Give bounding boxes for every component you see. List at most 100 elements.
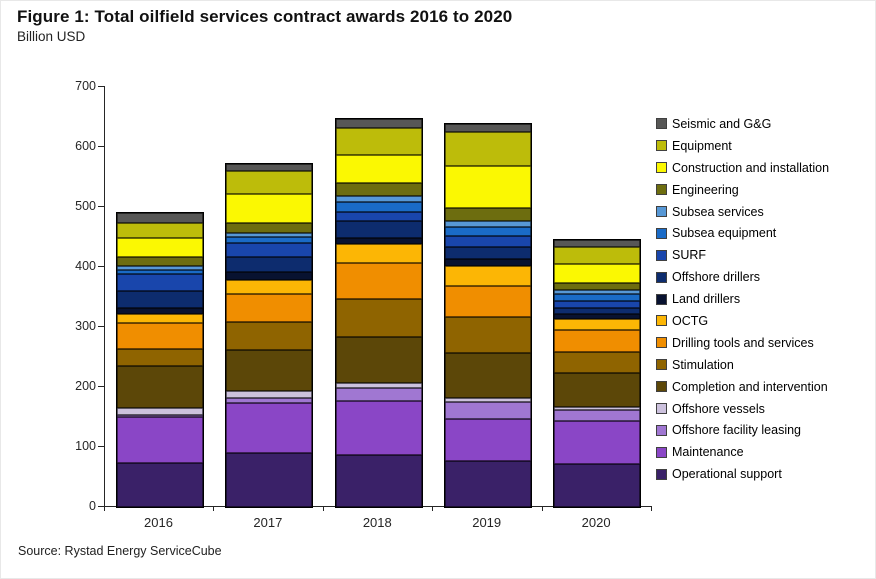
legend-item-label: Offshore drillers: [672, 270, 760, 285]
bar-segment: [226, 257, 313, 273]
y-tick-label: 600: [75, 139, 96, 153]
bar-2020: [553, 239, 642, 508]
bar-segment: [554, 283, 641, 290]
bar-2018: [334, 118, 423, 508]
legend-item: Offshore vessels: [656, 398, 829, 420]
x-category-label: 2020: [581, 515, 611, 530]
legend-item-label: OCTG: [672, 313, 709, 328]
x-tick-mark: [651, 506, 652, 511]
bar-segment: [335, 262, 422, 299]
bar-segment: [444, 246, 531, 259]
bar-segment: [335, 195, 422, 203]
bar-segment: [116, 307, 203, 314]
legend-item-label: Maintenance: [672, 445, 744, 460]
bar-segment: [226, 403, 313, 453]
bar-segment: [554, 318, 641, 331]
bar-segment: [335, 237, 422, 245]
figure-subtitle: Billion USD: [17, 29, 86, 44]
bar-segment: [116, 274, 203, 292]
legend-item-label: SURF: [672, 248, 707, 263]
bar-segment: [554, 294, 641, 301]
y-tick-label: 300: [75, 319, 96, 333]
legend-item-label: Subsea equipment: [672, 226, 777, 241]
bar-segment: [226, 294, 313, 322]
bar-segment: [226, 232, 313, 238]
legend-item: OCTG: [656, 310, 829, 332]
legend-swatch-icon: [656, 184, 667, 196]
legend-item: Drilling tools and services: [656, 332, 829, 354]
bar-segment: [444, 352, 531, 398]
bar-segment: [335, 119, 422, 129]
bar-segment: [226, 272, 313, 281]
legend-item-label: Operational support: [672, 467, 782, 482]
bar-segment: [116, 322, 203, 350]
bar-segment: [335, 455, 422, 507]
bar-segment: [116, 417, 203, 464]
bar-segment: [444, 132, 531, 166]
legend-swatch-icon: [656, 446, 667, 458]
bar-segment: [554, 264, 641, 284]
bar-segment: [116, 349, 203, 367]
bar-segment: [335, 298, 422, 337]
x-category-label: 2018: [362, 515, 392, 530]
bar-segment: [116, 291, 203, 308]
legend-swatch-icon: [656, 206, 667, 217]
legend-swatch-icon: [656, 381, 667, 393]
x-tick-mark: [432, 506, 434, 511]
bar-segment: [444, 123, 531, 133]
bar-segment: [444, 220, 531, 227]
legend-item-label: Equipment: [672, 138, 732, 153]
legend-swatch-icon: [656, 162, 667, 174]
bar-segment: [554, 240, 641, 248]
y-tick-label: 0: [89, 499, 96, 513]
bar-segment: [554, 351, 641, 373]
bar-segment: [226, 321, 313, 351]
bar-segment: [444, 402, 531, 420]
bar-segment: [226, 280, 313, 295]
x-tick-mark: [322, 506, 324, 511]
x-category-label: 2016: [144, 515, 173, 530]
legend-item: SURF: [656, 244, 829, 266]
y-tick-mark: [98, 506, 104, 507]
y-tick-mark: [98, 86, 104, 87]
legend-item: Land drillers: [656, 288, 829, 310]
legend-swatch-icon: [656, 249, 667, 261]
bar-segment: [444, 317, 531, 353]
bar-segment: [226, 237, 313, 244]
y-axis-line: [104, 86, 105, 506]
bar-segment: [444, 285, 531, 318]
bar-segment: [226, 164, 313, 172]
bar-segment: [554, 289, 641, 295]
legend-swatch-icon: [656, 118, 667, 130]
x-category-label: 2017: [253, 515, 283, 530]
legend-item-label: Seismic and G&G: [672, 116, 772, 131]
y-tick-label: 500: [75, 199, 96, 213]
x-tick-mark: [541, 506, 543, 511]
legend-item: Operational support: [656, 463, 829, 485]
bar-segment: [116, 463, 203, 507]
bar-segment: [444, 419, 531, 462]
bar-segment: [554, 406, 641, 411]
bar-segment: [554, 247, 641, 265]
bar-segment: [116, 256, 203, 266]
bar-segment: [116, 222, 203, 238]
bar-segment: [554, 421, 641, 464]
legend-swatch-icon: [656, 293, 667, 305]
legend-item-label: Construction and installation: [672, 160, 830, 175]
legend-item: Stimulation: [656, 354, 829, 376]
y-tick-label: 700: [75, 79, 96, 93]
bar-segment: [226, 398, 313, 404]
bar-segment: [116, 408, 203, 415]
y-tick-mark: [98, 146, 104, 147]
legend-item-label: Completion and intervention: [672, 379, 828, 394]
legend-swatch-icon: [656, 227, 667, 239]
bar-segment: [116, 270, 203, 275]
legend-swatch-icon: [656, 359, 667, 371]
bar-segment: [226, 350, 313, 391]
bar-segment: [116, 237, 203, 257]
bar-segment: [226, 243, 313, 258]
bar-segment: [335, 382, 422, 388]
legend-item: Offshore drillers: [656, 266, 829, 288]
bar-segment: [554, 330, 641, 352]
